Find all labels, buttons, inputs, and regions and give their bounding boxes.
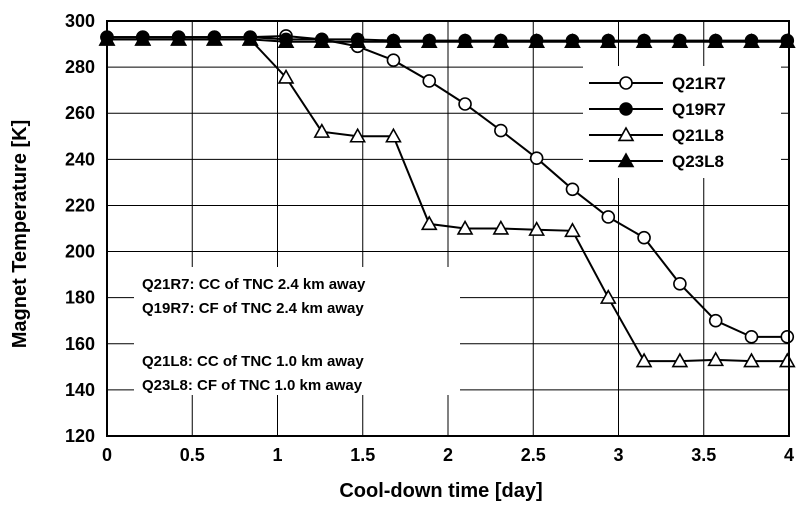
data-point-q21r7 — [494, 123, 508, 138]
data-point-q21r7 — [458, 97, 472, 111]
legend-label-q23l8: Q23L8 — [672, 152, 724, 171]
data-point-q23l8 — [349, 33, 367, 49]
data-point-q23l8 — [635, 33, 653, 49]
data-point-q23l8 — [707, 33, 725, 49]
legend-marker-q23l8 — [617, 152, 635, 168]
data-point-q23l8 — [170, 30, 187, 46]
data-point-q23l8 — [420, 33, 438, 49]
data-point-q21l8 — [599, 289, 617, 304]
y-tick-label: 300 — [65, 11, 95, 31]
legend: Q21R7 Q19R7 Q21L8 Q23L8 — [583, 66, 781, 178]
data-point-q21r7 — [673, 277, 687, 291]
data-point-q21l8 — [313, 123, 331, 138]
data-point-q21r7 — [744, 330, 759, 344]
annotation-box — [134, 267, 460, 395]
data-point-q23l8 — [277, 33, 295, 49]
y-tick-label: 120 — [65, 426, 95, 446]
x-tick-label: 0.5 — [180, 445, 205, 465]
legend-label-q21l8: Q21L8 — [672, 126, 724, 145]
x-tick-label: 0 — [102, 445, 112, 465]
data-point-q23l8 — [385, 33, 402, 49]
series-markers — [98, 29, 796, 368]
data-point-q21r7 — [422, 74, 437, 88]
y-tick-label: 200 — [65, 242, 95, 262]
data-point-q21r7 — [529, 151, 544, 165]
x-tick-label: 1 — [272, 445, 282, 465]
data-point-q21l8 — [671, 352, 689, 368]
data-point-q21r7 — [780, 330, 795, 344]
annotation-q21l8: Q21L8: CC of TNC 1.0 km away — [142, 353, 364, 370]
legend-box — [583, 66, 781, 178]
x-tick-label: 3.5 — [691, 445, 716, 465]
data-point-q21l8 — [743, 352, 760, 368]
y-tick-label: 260 — [65, 103, 95, 123]
data-point-q23l8 — [206, 30, 223, 46]
data-point-q23l8 — [599, 33, 617, 49]
annotation-q21r7: Q21R7: CC of TNC 2.4 km away — [142, 276, 366, 293]
data-point-q21l8 — [635, 352, 653, 368]
data-point-q21r7 — [708, 313, 723, 328]
legend-label-q21r7: Q21R7 — [672, 74, 726, 93]
legend-label-q19r7: Q19R7 — [672, 100, 726, 119]
legend-marker-q19r7 — [619, 102, 633, 116]
annotation-q23l8: Q23L8: CF of TNC 1.0 km away — [142, 377, 363, 394]
data-point-q23l8 — [778, 33, 796, 49]
data-point-q21l8 — [277, 68, 295, 84]
data-point-q21r7 — [386, 53, 401, 67]
data-point-q21l8 — [349, 127, 367, 143]
data-point-q21l8 — [707, 351, 725, 367]
data-point-q23l8 — [134, 30, 152, 46]
data-point-q21r7 — [565, 182, 580, 197]
data-point-q21l8 — [456, 219, 474, 235]
data-point-q21l8 — [564, 222, 581, 238]
data-point-q21r7 — [637, 230, 651, 245]
data-point-q21l8 — [420, 215, 438, 231]
y-tick-label: 220 — [65, 195, 95, 215]
y-tick-label: 280 — [65, 57, 95, 77]
tick-labels: 0 0.5 1 1.5 2 2.5 3 3.5 4 120 140 160 180 200 220 240 26… — [65, 11, 794, 465]
x-tick-label: 1.5 — [350, 445, 375, 465]
data-point-q21l8 — [492, 219, 510, 235]
data-point-q23l8 — [743, 33, 760, 49]
data-point-q23l8 — [456, 33, 474, 49]
data-point-q23l8 — [313, 33, 331, 49]
x-tick-label: 2.5 — [521, 445, 546, 465]
y-tick-label: 140 — [65, 380, 95, 400]
plot-frame — [106, 20, 790, 437]
x-tick-label: 3 — [613, 445, 623, 465]
data-point-q23l8 — [671, 33, 689, 49]
data-point-q21l8 — [528, 221, 546, 236]
data-point-q21r7 — [601, 210, 616, 224]
data-point-q23l8 — [241, 30, 259, 46]
x-tick-label: 4 — [784, 445, 794, 465]
data-point-q23l8 — [492, 33, 510, 49]
x-axis-label: Cool-down time [day] — [339, 480, 542, 502]
data-point-q21l8 — [778, 352, 796, 368]
data-point-q21l8 — [385, 127, 402, 143]
y-tick-label: 160 — [65, 334, 95, 354]
x-tick-label: 2 — [443, 445, 453, 465]
y-axis-label: Magnet Temperature [K] — [9, 120, 31, 349]
legend-marker-q21l8 — [617, 126, 635, 142]
y-tick-label: 180 — [65, 288, 95, 308]
legend-marker-q21r7 — [619, 76, 633, 90]
data-point-q23l8 — [564, 33, 581, 49]
data-point-q23l8 — [528, 33, 546, 49]
annotation-q19r7: Q19R7: CF of TNC 2.4 km away — [142, 300, 364, 317]
y-tick-label: 240 — [65, 149, 95, 169]
